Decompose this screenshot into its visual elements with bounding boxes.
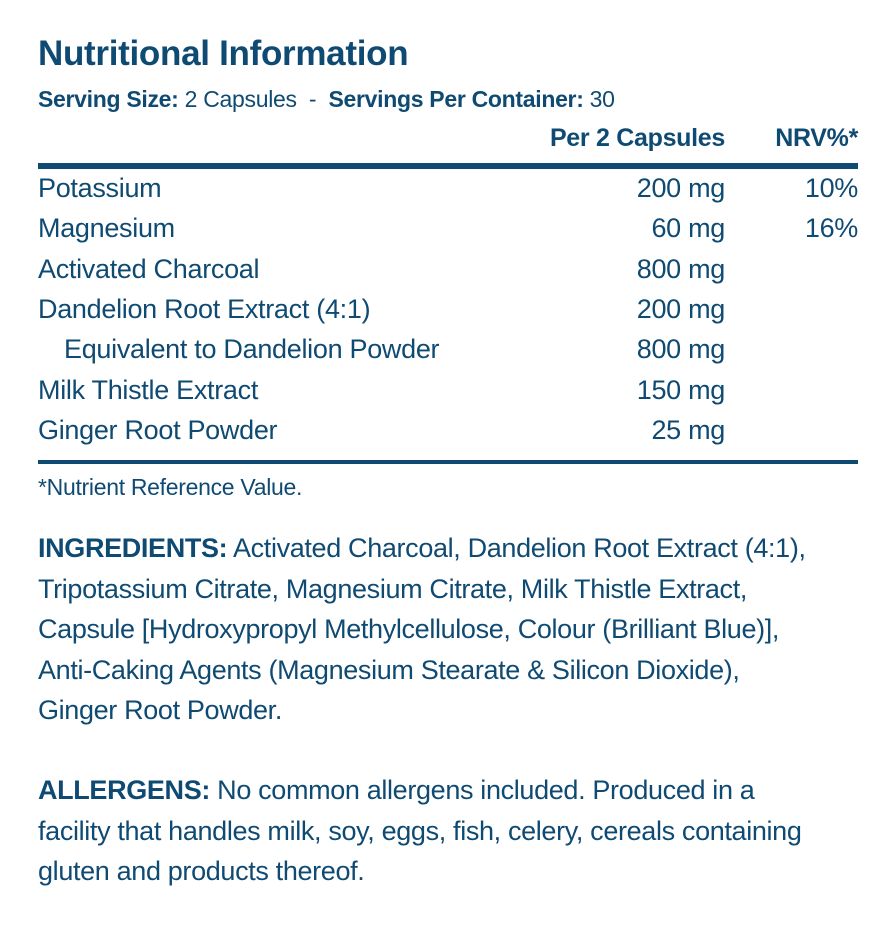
nutrient-amount: 800 mg	[636, 253, 726, 284]
column-header-amount: Per 2 Capsules	[549, 124, 725, 152]
ingredients-section: INGREDIENTS: Activated Charcoal, Dandeli…	[38, 528, 818, 731]
nutrient-name: Activated Charcoal	[38, 253, 260, 284]
nutrient-amount: 800 mg	[636, 334, 726, 365]
table-bottom-divider	[38, 460, 858, 464]
nutrient-amount: 60 mg	[651, 213, 725, 244]
serving-size-value: 2 Capsules	[184, 86, 297, 112]
table-row: Dandelion Root Extract (4:1) 200 mg	[38, 294, 858, 334]
page-title: Nutritional Information	[38, 34, 409, 73]
table-row: Equivalent to Dandelion Powder 800 mg	[38, 334, 858, 374]
serving-info: Serving Size: 2 Capsules - Servings Per …	[38, 86, 615, 113]
table-row: Ginger Root Powder 25 mg	[38, 415, 858, 455]
nutrient-name: Potassium	[38, 173, 162, 203]
nutrient-name: Dandelion Root Extract (4:1)	[38, 293, 371, 324]
nutrient-name: Magnesium	[38, 213, 175, 244]
nutrient-nrv: 16%	[804, 213, 858, 244]
footnote: *Nutrient Reference Value.	[38, 474, 303, 500]
serving-size-label: Serving Size:	[38, 86, 179, 112]
nutrient-amount: 200 mg	[636, 293, 726, 324]
table-row: Potassium 200 mg 10%	[38, 173, 858, 213]
serving-separator: -	[308, 86, 317, 112]
allergens-label: ALLERGENS:	[38, 775, 211, 805]
table-row: Magnesium 60 mg 16%	[38, 213, 858, 253]
table-row: Activated Charcoal 800 mg	[38, 254, 858, 294]
table-row: Milk Thistle Extract 150 mg	[38, 375, 858, 415]
servings-per-container-label: Servings Per Container:	[328, 86, 584, 112]
nutrient-amount: 150 mg	[636, 374, 726, 405]
table-top-divider	[38, 163, 858, 169]
nutrient-amount: 200 mg	[636, 173, 726, 203]
column-header-nrv: NRV%*	[775, 124, 858, 152]
ingredients-text: Activated Charcoal, Dandelion Root Extra…	[38, 533, 806, 725]
allergens-text: No common allergens included. Produced i…	[38, 775, 802, 886]
nutrient-nrv: 10%	[804, 173, 858, 203]
nutrient-name: Milk Thistle Extract	[38, 374, 259, 405]
ingredients-label: INGREDIENTS:	[38, 533, 228, 563]
nutrient-name: Ginger Root Powder	[38, 414, 278, 445]
nutrient-amount: 25 mg	[651, 414, 725, 445]
servings-per-container-value: 30	[589, 86, 615, 112]
allergens-section: ALLERGENS: No common allergens included.…	[38, 770, 818, 892]
nutrient-name: Equivalent to Dandelion Powder	[64, 334, 440, 365]
